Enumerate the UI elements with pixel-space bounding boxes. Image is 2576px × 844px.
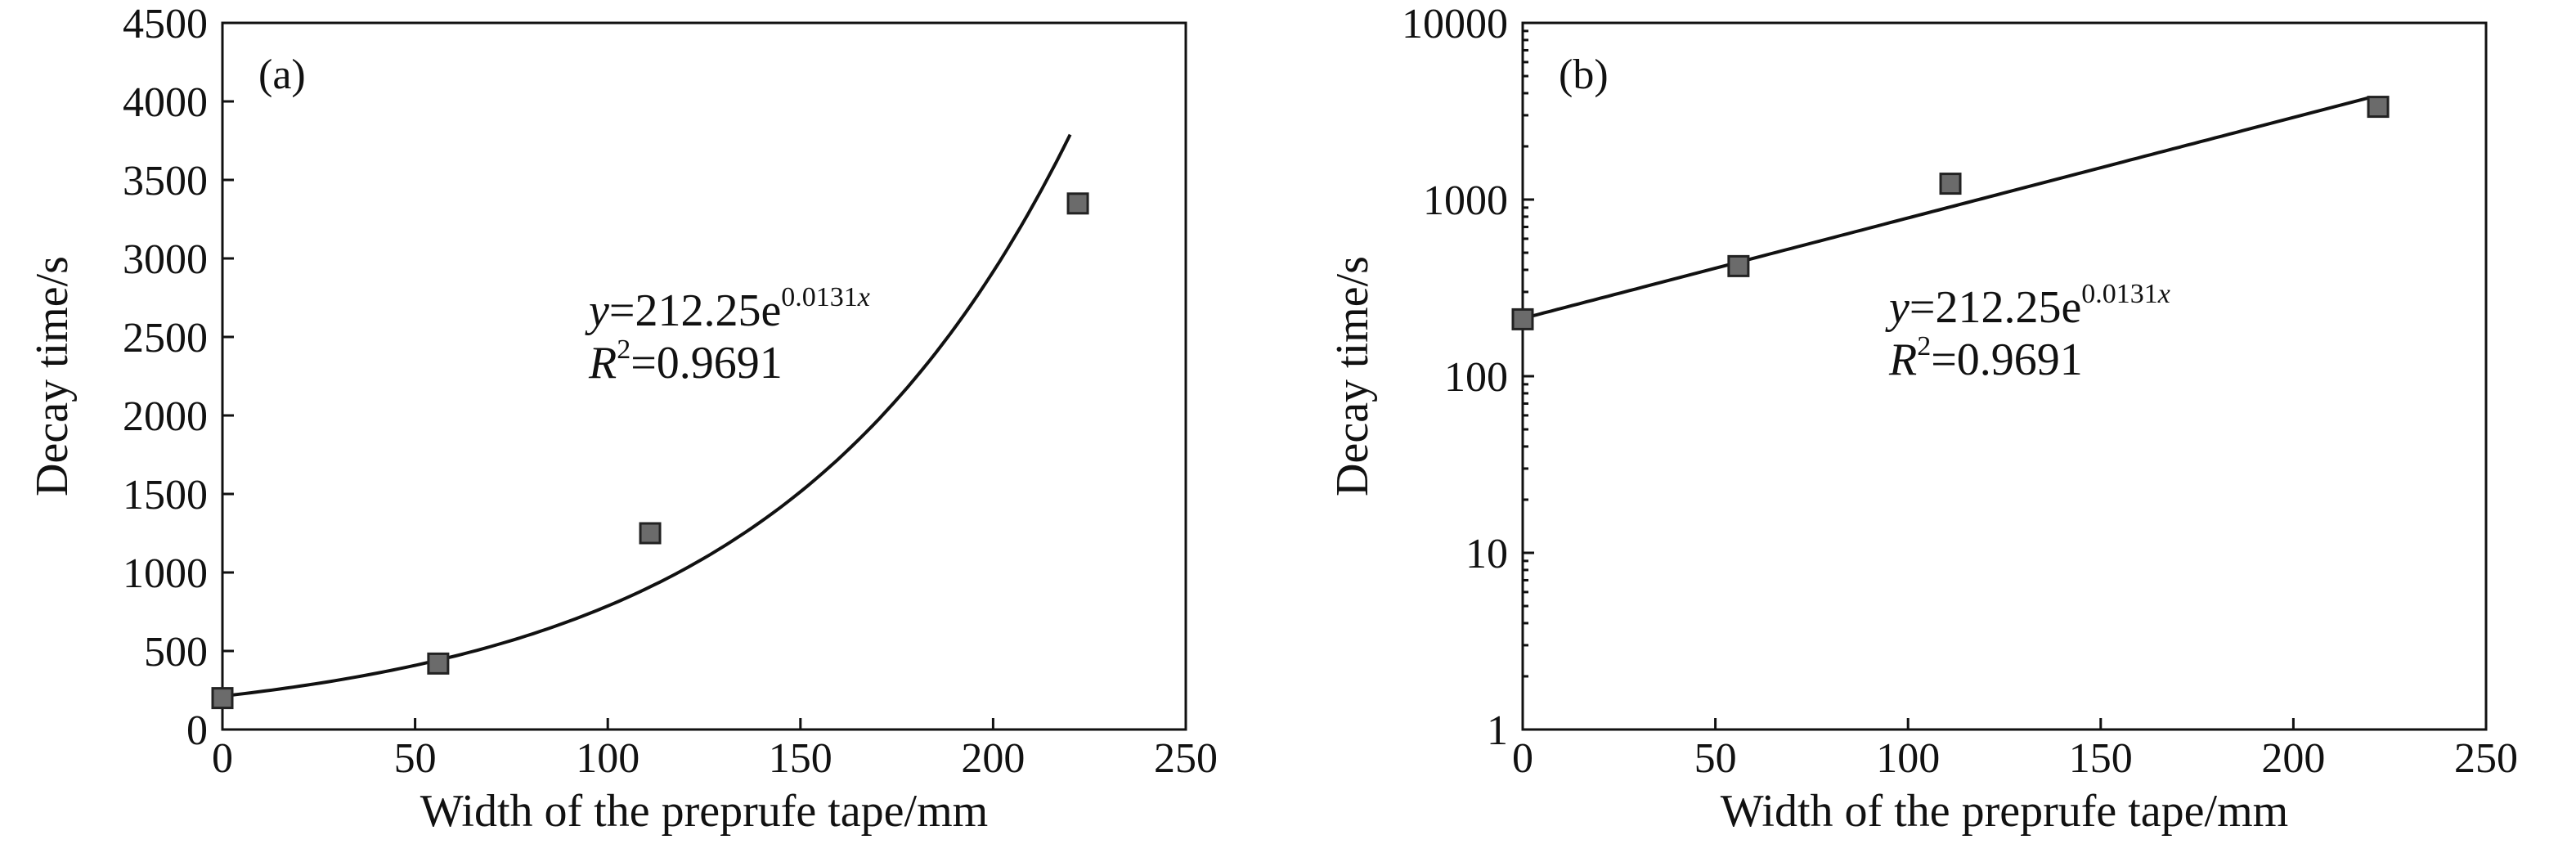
r2-sup: 2 — [617, 334, 631, 365]
y-axis-label: Decay time/s — [27, 256, 78, 496]
x-tick-label: 150 — [2069, 735, 2133, 782]
x-tick-label: 100 — [576, 735, 640, 782]
r2-sup: 2 — [1917, 331, 1931, 361]
data-point — [639, 522, 662, 545]
y-tick-label: 3500 — [123, 158, 208, 204]
chart-panel-b: 0 50 100 150 200 250 1 10 100 1000 10000 Width of t… — [1327, 1, 2518, 837]
r2-var: R — [1888, 334, 1917, 385]
x-tick-label: 200 — [961, 735, 1025, 782]
eq-exponent: 0.0131 — [781, 282, 858, 312]
y-tick-label: 1000 — [1423, 177, 1508, 224]
eq-exponent: 0.0131 — [2081, 279, 2158, 309]
x-tick-label: 250 — [2454, 735, 2518, 782]
panel-label: (a) — [258, 52, 306, 98]
plot-frame — [221, 21, 1187, 731]
panel-label: (b) — [1559, 52, 1609, 98]
data-point — [1066, 192, 1089, 215]
x-tick-label: 50 — [1694, 735, 1737, 782]
fit-curve — [222, 133, 1072, 698]
r-squared: R2=0.9691 — [588, 334, 783, 388]
r2-body: =0.9691 — [1931, 334, 2083, 385]
y-tick-label: 4000 — [123, 79, 208, 126]
chart-panel-a: 0 50 100 150 200 2500500100015002000250030003… — [27, 1, 1218, 837]
x-tick-label: 150 — [769, 735, 832, 782]
eq-exp-var: x — [857, 282, 870, 312]
r-squared: R2=0.9691 — [1888, 331, 2083, 385]
y-axis-label: Decay time/s — [1327, 256, 1378, 496]
x-tick-label: 50 — [394, 735, 437, 782]
x-tick-label: 250 — [1154, 735, 1218, 782]
eq-y-var: y — [1885, 282, 1910, 333]
data-point — [1939, 173, 1962, 195]
fit-curve — [1522, 96, 2372, 321]
r2-body: =0.9691 — [631, 338, 783, 388]
x-axis-label: Width of the preprufe tape/mm — [1721, 786, 2288, 837]
y-tick-label: 100 — [1444, 354, 1508, 401]
y-tick-label: 4500 — [123, 1, 208, 47]
eq-body: =212.25e — [1910, 282, 2081, 333]
y-tick-label: 1 — [1487, 707, 1508, 754]
x-tick-label: 100 — [1876, 735, 1940, 782]
y-tick-label: 1000 — [123, 550, 208, 597]
y-tick-label: 2500 — [123, 315, 208, 361]
x-tick-label: 0 — [1512, 735, 1533, 782]
y-tick-label: 10 — [1465, 531, 1508, 577]
y-tick-label: 0 — [186, 707, 208, 754]
eq-body: =212.25e — [609, 285, 781, 336]
y-tick-label: 500 — [144, 629, 208, 676]
fit-equation: y=212.25e0.0131x — [585, 282, 870, 336]
data-point — [211, 687, 234, 710]
y-tick-label: 3000 — [123, 236, 208, 283]
x-tick-label: 200 — [2261, 735, 2325, 782]
data-point — [2367, 96, 2390, 119]
y-tick-label: 1500 — [123, 472, 208, 519]
eq-y-var: y — [585, 285, 609, 336]
eq-exp-var: x — [2157, 279, 2170, 309]
fit-equation: y=212.25e0.0131x — [1885, 279, 2170, 333]
data-point — [427, 652, 450, 675]
data-point — [1727, 254, 1750, 277]
y-tick-label: 2000 — [123, 393, 208, 440]
r2-var: R — [588, 338, 617, 388]
x-tick-label: 0 — [212, 735, 233, 782]
x-axis-label: Width of the preprufe tape/mm — [420, 786, 988, 837]
data-point — [1511, 308, 1534, 330]
y-tick-label: 10000 — [1402, 1, 1508, 47]
